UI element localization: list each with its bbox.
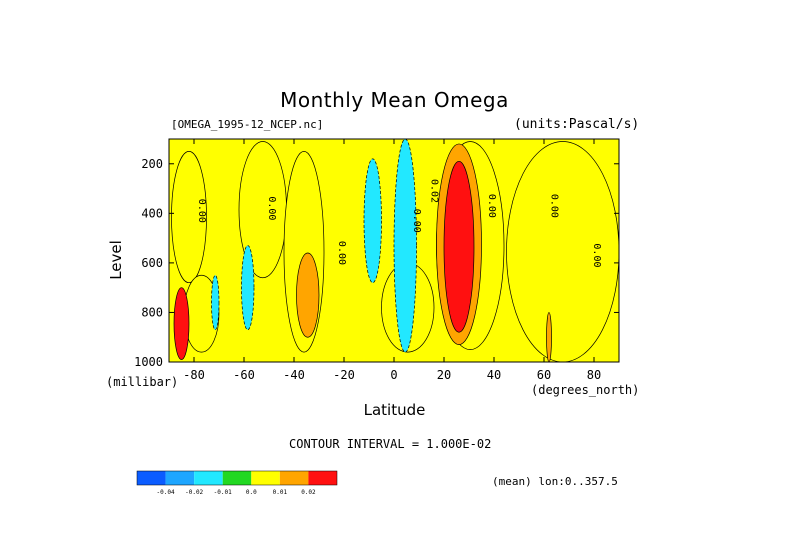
contour-region [363,158,382,284]
contour-label: 0.00 [411,209,422,233]
contour-region [443,160,475,333]
x-tick-label: -20 [333,368,355,382]
colorbar-swatch [137,471,166,485]
contour-region [296,252,320,338]
y-tick-label: 400 [141,206,163,220]
chart-title: Monthly Mean Omega [280,88,509,112]
contour-region [173,287,190,360]
colorbar-label: 0.0 [246,489,257,496]
y-tick-label: 600 [141,256,163,270]
colorbar-swatch [194,471,223,485]
contour-region [506,141,619,362]
contour-region [393,139,417,353]
y-tick-label: 800 [141,305,163,319]
colorbar-label: 0.02 [301,489,316,496]
x-axis-label: Latitude [363,401,426,419]
colorbar-label: -0.01 [214,489,232,496]
colorbar-swatch [222,471,252,485]
x-tick-label: 80 [587,368,601,382]
x-tick-label: 60 [537,368,551,382]
contour-label: 0.00 [336,241,347,265]
colorbar-label: 0.01 [273,489,288,496]
colorbar-swatch [279,471,309,485]
x-tick-label: 40 [487,368,501,382]
contour-label: 0.00 [196,199,207,223]
contour-region [546,312,552,362]
y-axis-unit: (millibar) [106,375,179,389]
contour-label: 0.02 [429,179,440,203]
colorbar-swatch [308,471,337,485]
y-tick-label: 200 [141,157,163,171]
y-tick-label: 1000 [134,355,163,369]
contour-region [211,274,220,331]
contour-label: 0.00 [591,243,602,267]
x-axis-unit: (degrees_north) [531,383,640,397]
x-tick-label: -40 [283,368,305,382]
units-label: (units:Pascal/s) [514,117,640,132]
x-tick-label: 0 [390,368,397,382]
contour-interval-label: CONTOUR INTERVAL = 1.000E-02 [289,437,492,451]
contour-label: 0.00 [486,194,497,218]
x-tick-label: -60 [233,368,255,382]
contour-label: 0.00 [266,196,277,220]
contour-region [171,151,207,284]
file-label: [OMEGA_1995-12_NCEP.nc] [171,118,324,131]
colorbar-swatch [251,471,280,485]
contour-region [241,245,255,331]
colorbar-swatch [165,471,195,485]
x-tick-label: 20 [437,368,451,382]
colorbar-label: -0.04 [157,489,175,496]
colorbar-frame [136,470,338,486]
contour-label: 0.00 [549,194,560,218]
mean-label: (mean) lon:0..357.5 [492,475,618,488]
plot-area [169,139,619,362]
x-tick-label: -80 [183,368,205,382]
colorbar-label: -0.02 [185,489,203,496]
